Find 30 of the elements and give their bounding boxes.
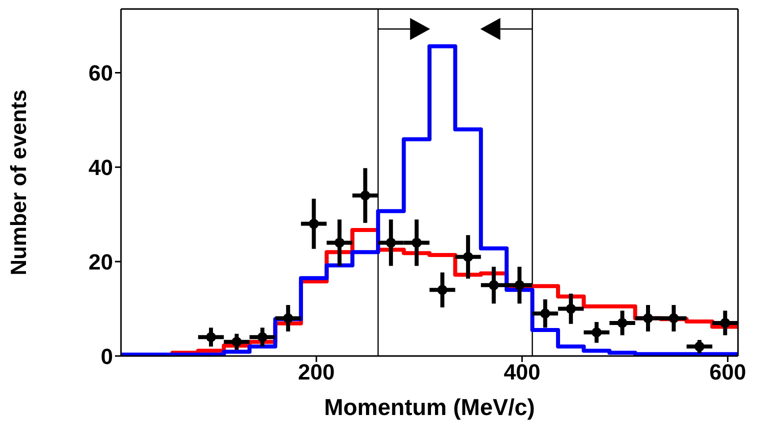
point: [694, 342, 704, 352]
point: [283, 313, 294, 324]
x-tick-label: 400: [504, 360, 540, 385]
x-axis-title: Momentum (MeV/c): [324, 394, 535, 420]
point: [437, 284, 448, 295]
point: [257, 332, 268, 342]
point: [668, 313, 679, 324]
point: [617, 318, 628, 328]
x-tick-label: 600: [709, 360, 746, 385]
x-tick-label: 200: [298, 360, 335, 385]
point: [308, 218, 319, 229]
point: [232, 336, 242, 347]
point: [643, 313, 654, 324]
point: [206, 332, 216, 342]
y-axis-title: Number of events: [6, 90, 31, 276]
y-tick-label: 0: [100, 344, 113, 369]
point: [334, 238, 345, 248]
y-tick-label: 20: [88, 249, 113, 274]
point: [566, 304, 576, 314]
y-tick-label: 60: [88, 60, 113, 86]
point: [360, 190, 370, 200]
point: [488, 280, 499, 290]
point: [412, 238, 422, 248]
point: [463, 252, 474, 262]
point: [386, 238, 396, 248]
point: [514, 280, 524, 290]
point: [540, 308, 550, 319]
point: [592, 327, 602, 338]
point: [720, 318, 730, 328]
y-tick-label: 40: [88, 154, 113, 180]
